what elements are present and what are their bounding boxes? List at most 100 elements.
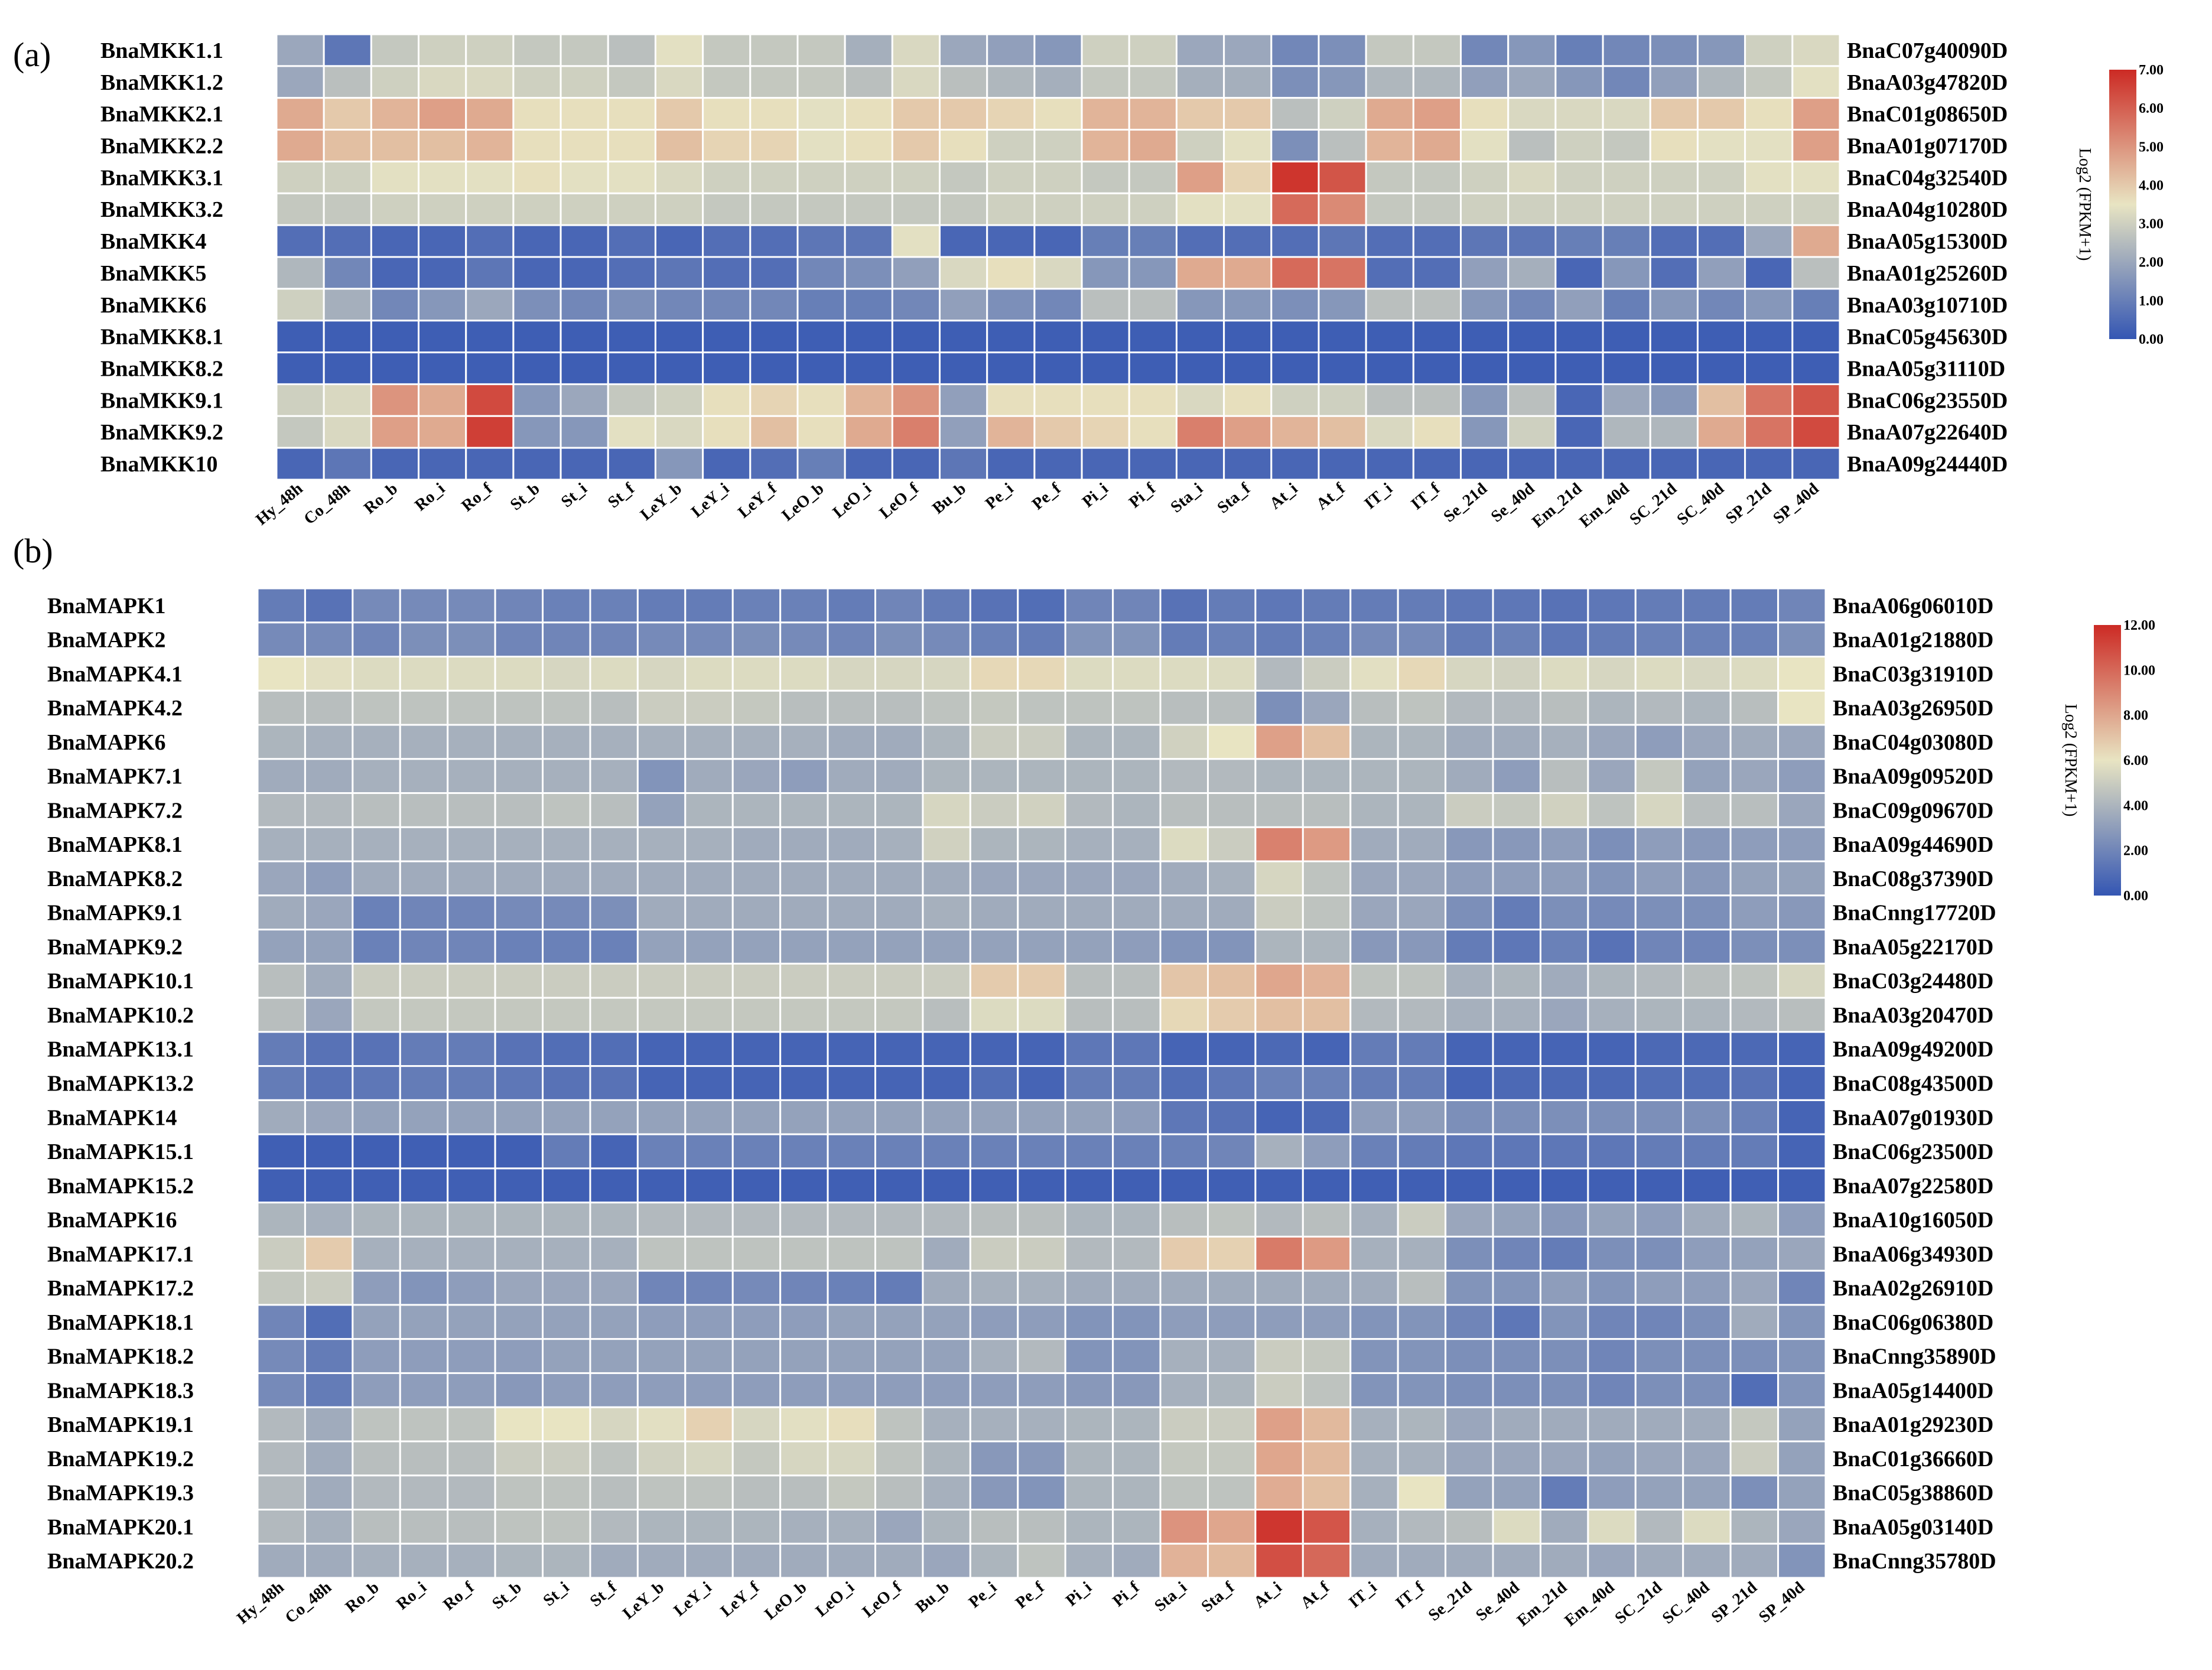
heatmap-b-cell xyxy=(494,826,544,862)
heatmap-b-cell xyxy=(969,1133,1019,1170)
heatmap-a-cell xyxy=(1412,33,1462,67)
heatmap-a-cell xyxy=(418,383,467,417)
heatmap-b-cell xyxy=(636,1406,687,1443)
heatmap-b-cell xyxy=(1729,1031,1780,1067)
heatmap-b-cell xyxy=(1349,1542,1399,1579)
heatmap-b-cell xyxy=(684,997,734,1033)
heatmap-b-cell xyxy=(1397,656,1447,692)
heatmap-b-cell xyxy=(1539,1167,1589,1204)
heatmap-b-cell xyxy=(1682,929,1732,965)
heatmap-b-cell xyxy=(731,1031,782,1067)
heatmap-a-cell xyxy=(1554,288,1604,322)
heatmap-b-cell xyxy=(494,1133,544,1170)
heatmap-a-cell xyxy=(323,160,372,194)
heatmap-b-cell xyxy=(1397,997,1447,1033)
heatmap-b-cell xyxy=(1539,1133,1589,1170)
heatmap-b-cell xyxy=(684,1406,734,1443)
heatmap-a-cell xyxy=(512,447,562,481)
heatmap-b-cell xyxy=(1539,1542,1589,1579)
colorbar-a-gradient xyxy=(2109,70,2136,339)
heatmap-b-cell xyxy=(1302,1508,1352,1545)
heatmap-b-cell xyxy=(1777,1202,1827,1238)
heatmap-b-row-label: BnaMAPK7.2 xyxy=(47,798,183,823)
heatmap-b-cell xyxy=(447,1167,496,1204)
heatmap-b-cell xyxy=(1302,621,1352,658)
heatmap-b-cell xyxy=(1777,1269,1827,1306)
heatmap-b-cell xyxy=(399,1440,449,1477)
heatmap-panel-b: (b) BnaMAPK1BnaMAPK2BnaMAPK4.1BnaMAPK4.2… xyxy=(13,532,2155,1630)
heatmap-a-cell xyxy=(465,192,515,226)
heatmap-a-cell xyxy=(1318,288,1367,322)
heatmap-b-gene-id: BnaA06g06010D xyxy=(1833,594,1993,618)
heatmap-a-cell xyxy=(1507,288,1557,322)
heatmap-b-cell xyxy=(1017,587,1066,624)
heatmap-b-row-label: BnaMAPK4.2 xyxy=(47,696,183,721)
heatmap-b-cell xyxy=(827,997,877,1033)
heatmap-b-cell xyxy=(1682,997,1732,1033)
heatmap-a-cell xyxy=(512,160,562,194)
heatmap-b-cell xyxy=(684,1065,734,1101)
heatmap-b-gene-id: BnaCnng35780D xyxy=(1833,1549,1996,1574)
heatmap-a-cell xyxy=(1460,192,1510,226)
heatmap-b-cell xyxy=(779,1235,829,1272)
heatmap-b-cell xyxy=(352,1099,401,1135)
heatmap-b-cell xyxy=(779,1167,829,1204)
heatmap-b-cell xyxy=(1349,1406,1399,1443)
heatmap-b-cell xyxy=(1302,1372,1352,1408)
heatmap-b-cell xyxy=(1587,724,1637,760)
heatmap-b-cell xyxy=(542,621,591,658)
heatmap-b-cell xyxy=(1206,1202,1257,1238)
heatmap-b-cell xyxy=(1254,1338,1304,1374)
heatmap-b-cell xyxy=(1729,1065,1780,1101)
heatmap-a-cell xyxy=(1033,320,1083,354)
heatmap-b-cell xyxy=(352,894,401,931)
heatmap-b-cell xyxy=(1445,1304,1494,1340)
heatmap-b-cell xyxy=(1397,758,1447,795)
heatmap-b-cell xyxy=(1634,587,1684,624)
heatmap-b-cell xyxy=(1302,1338,1352,1374)
heatmap-b-cell xyxy=(589,929,639,965)
heatmap-b-cell xyxy=(1112,894,1162,931)
heatmap-b-cell xyxy=(1064,1508,1114,1545)
heatmap-b-cell xyxy=(636,1372,687,1408)
heatmap-a-cell xyxy=(1270,288,1320,322)
heatmap-b-cell xyxy=(874,792,924,828)
heatmap-b-cell xyxy=(874,1202,924,1238)
heatmap-b-row-label: BnaMAPK14 xyxy=(47,1105,177,1130)
heatmap-a-cell xyxy=(370,97,420,131)
heatmap-b-cell xyxy=(1634,1099,1684,1135)
heatmap-b-cell xyxy=(922,1440,971,1477)
heatmap-a-cell xyxy=(1602,97,1651,131)
heatmap-b-column-label: Em_40d xyxy=(1561,1578,1618,1630)
heatmap-a-cell xyxy=(939,224,988,258)
heatmap-b-cell xyxy=(1492,724,1541,760)
heatmap-b-cell xyxy=(399,758,449,795)
heatmap-b-cell xyxy=(1206,1065,1257,1101)
heatmap-b-cell xyxy=(1159,1304,1209,1340)
heatmap-b-cell xyxy=(1254,1508,1304,1545)
heatmap-b-cell xyxy=(1587,792,1637,828)
heatmap-b-cell xyxy=(304,1474,354,1511)
heatmap-a-cell xyxy=(1791,415,1841,449)
heatmap-b-cell xyxy=(1445,1474,1494,1511)
heatmap-b-cell xyxy=(352,1065,401,1101)
heatmap-b-cell xyxy=(1682,792,1732,828)
heatmap-a-cell xyxy=(418,415,467,449)
heatmap-b-cell xyxy=(1445,1406,1494,1443)
heatmap-a-cell xyxy=(986,192,1036,226)
heatmap-b-cell xyxy=(731,621,782,658)
heatmap-a-column-label: IT_f xyxy=(1408,479,1444,513)
heatmap-b-cell xyxy=(1349,656,1399,692)
heatmap-b-cell xyxy=(494,1099,544,1135)
heatmap-a-cell xyxy=(465,383,515,417)
heatmap-a-cell xyxy=(939,351,988,385)
heatmap-b-cell xyxy=(827,656,877,692)
heatmap-b-cell xyxy=(304,1202,354,1238)
heatmap-b-cell xyxy=(542,792,591,828)
heatmap-a-cell xyxy=(1081,65,1130,99)
heatmap-b-row-label: BnaMAPK9.1 xyxy=(47,901,183,926)
heatmap-b-cell xyxy=(922,1474,971,1511)
heatmap-a-cell xyxy=(986,256,1036,290)
heatmap-b-cell xyxy=(922,1133,971,1170)
heatmap-b-cell xyxy=(1729,1406,1780,1443)
